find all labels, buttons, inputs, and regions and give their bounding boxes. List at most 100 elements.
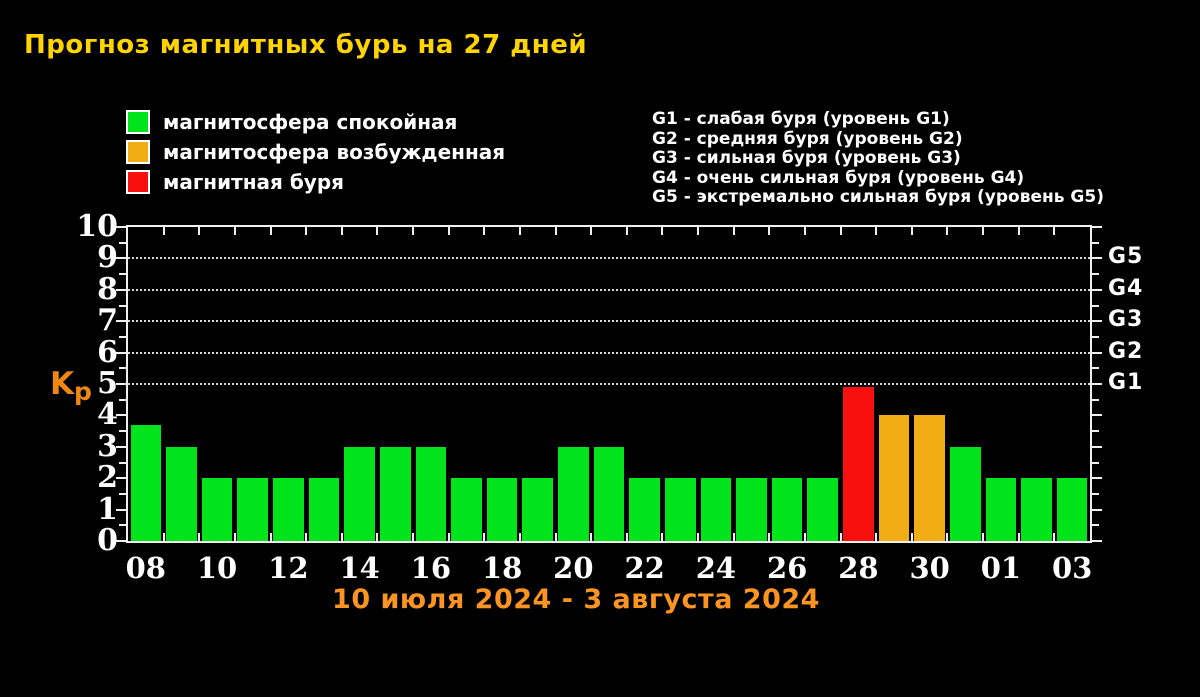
- right-axis-minor-tick: [1092, 461, 1099, 464]
- bottom-axis-tick: [305, 533, 308, 541]
- gridline-kp-8: [128, 288, 1090, 291]
- right-axis-tick: [1092, 477, 1102, 480]
- top-axis-tick: [1017, 227, 1020, 235]
- legend-item-quiet: магнитосфера спокойная: [126, 110, 505, 134]
- left-axis-minor-tick: [119, 524, 126, 527]
- left-axis-tick: [116, 383, 126, 385]
- x-tick-label-01: 01: [980, 551, 1022, 585]
- left-axis-tick: [116, 414, 126, 417]
- left-axis-tick: [116, 226, 126, 228]
- left-axis-minor-tick: [119, 398, 126, 401]
- left-axis-minor-tick: [119, 492, 126, 495]
- bottom-axis-tick: [233, 533, 236, 541]
- plot-area: [126, 225, 1092, 543]
- bar-day-14: [344, 446, 375, 541]
- bar-day-30: [914, 415, 945, 541]
- legend-item-storm: магнитная буря: [126, 170, 505, 194]
- top-axis-tick: [910, 227, 913, 235]
- storm-level-line-g5: G5 - экстремально сильная буря (уровень …: [652, 187, 1104, 207]
- x-tick-label-24: 24: [695, 551, 737, 585]
- bar-day-22: [629, 478, 660, 541]
- y-tick-label-1: 1: [97, 491, 118, 527]
- right-axis-minor-tick: [1092, 241, 1099, 244]
- top-axis-tick: [768, 227, 771, 235]
- right-axis-tick: [1092, 540, 1102, 542]
- excited-color-swatch: [126, 140, 150, 164]
- top-axis-tick: [518, 227, 521, 235]
- y-tick-label-3: 3: [97, 428, 118, 464]
- right-axis-tick: [1092, 383, 1102, 385]
- top-axis-tick: [803, 227, 806, 235]
- top-axis-tick: [412, 227, 415, 235]
- bar-day-03: [1056, 478, 1088, 541]
- right-axis-label-g5: G5: [1108, 244, 1144, 270]
- x-tick-label-08: 08: [125, 551, 166, 585]
- bottom-axis-tick: [697, 533, 700, 541]
- left-axis-tick: [116, 540, 126, 542]
- right-axis-minor-tick: [1092, 398, 1099, 401]
- right-axis-tick: [1092, 320, 1102, 323]
- legend-item-label: магнитосфера спокойная: [163, 110, 458, 134]
- right-axis-tick: [1092, 414, 1102, 417]
- left-axis-minor-tick: [119, 430, 126, 433]
- top-axis-tick: [590, 227, 593, 235]
- bottom-axis-tick: [554, 533, 557, 541]
- top-axis-tick: [162, 227, 165, 235]
- y-tick-label-5: 5: [97, 366, 118, 401]
- top-axis-tick: [554, 227, 557, 235]
- bottom-axis-tick: [803, 533, 806, 541]
- top-axis-tick: [732, 227, 735, 235]
- right-axis-minor-tick: [1092, 430, 1099, 433]
- bottom-axis-tick: [162, 533, 165, 541]
- left-axis-minor-tick: [119, 335, 126, 338]
- bottom-axis-tick: [768, 533, 771, 541]
- bottom-axis-tick: [1053, 533, 1056, 541]
- top-axis-tick: [625, 227, 628, 235]
- y-tick-label-2: 2: [97, 460, 118, 496]
- bar-day-12: [273, 478, 304, 541]
- chart-legend: магнитосфера спокойная магнитосфера возб…: [126, 110, 505, 200]
- x-tick-label-28: 28: [838, 551, 879, 585]
- top-axis-tick: [198, 227, 201, 235]
- left-axis-minor-tick: [119, 273, 126, 276]
- y-tick-label-10: 10: [76, 209, 118, 244]
- gridline-kp-9: [128, 257, 1090, 260]
- bar-day-11: [237, 478, 268, 541]
- bar-day-17: [451, 478, 482, 541]
- date-range-caption: 10 июля 2024 - 3 августа 2024: [332, 584, 820, 615]
- bar-day-31: [949, 446, 981, 541]
- right-axis-minor-tick: [1092, 304, 1099, 307]
- x-tick-label-30: 30: [909, 551, 950, 585]
- x-tick-label-22: 22: [624, 551, 665, 585]
- storm-level-line-g4: G4 - очень сильная буря (уровень G4): [652, 167, 1025, 188]
- bottom-axis-tick: [447, 533, 450, 541]
- top-axis-tick: [946, 227, 949, 235]
- gridline-kp-5: [128, 383, 1090, 385]
- right-axis-minor-tick: [1092, 524, 1099, 527]
- top-axis-tick: [483, 227, 486, 235]
- left-axis-tick: [116, 351, 126, 354]
- right-axis-label-g4: G4: [1108, 275, 1144, 301]
- right-axis-tick: [1092, 288, 1102, 291]
- x-tick-label-10: 10: [196, 551, 238, 585]
- y-axis-title-kp: Kp: [50, 366, 92, 406]
- bar-day-10: [201, 478, 233, 541]
- left-axis-tick: [116, 288, 126, 291]
- top-axis-tick: [305, 227, 308, 235]
- top-axis-tick: [982, 227, 985, 235]
- top-axis-tick: [661, 227, 664, 235]
- y-tick-label-9: 9: [97, 240, 118, 276]
- page-title: Прогноз магнитных бурь на 27 дней: [24, 30, 588, 60]
- x-tick-label-14: 14: [339, 551, 380, 585]
- left-axis-minor-tick: [119, 241, 126, 244]
- bar-day-29: [878, 415, 910, 541]
- left-axis-tick: [116, 508, 126, 511]
- bar-day-15: [379, 446, 411, 541]
- left-axis-minor-tick: [119, 304, 126, 307]
- y-tick-label-0: 0: [97, 523, 118, 558]
- bottom-axis-tick: [661, 533, 664, 541]
- bar-day-27: [807, 478, 839, 541]
- top-axis-tick: [1053, 227, 1056, 235]
- bottom-axis-tick: [269, 533, 272, 541]
